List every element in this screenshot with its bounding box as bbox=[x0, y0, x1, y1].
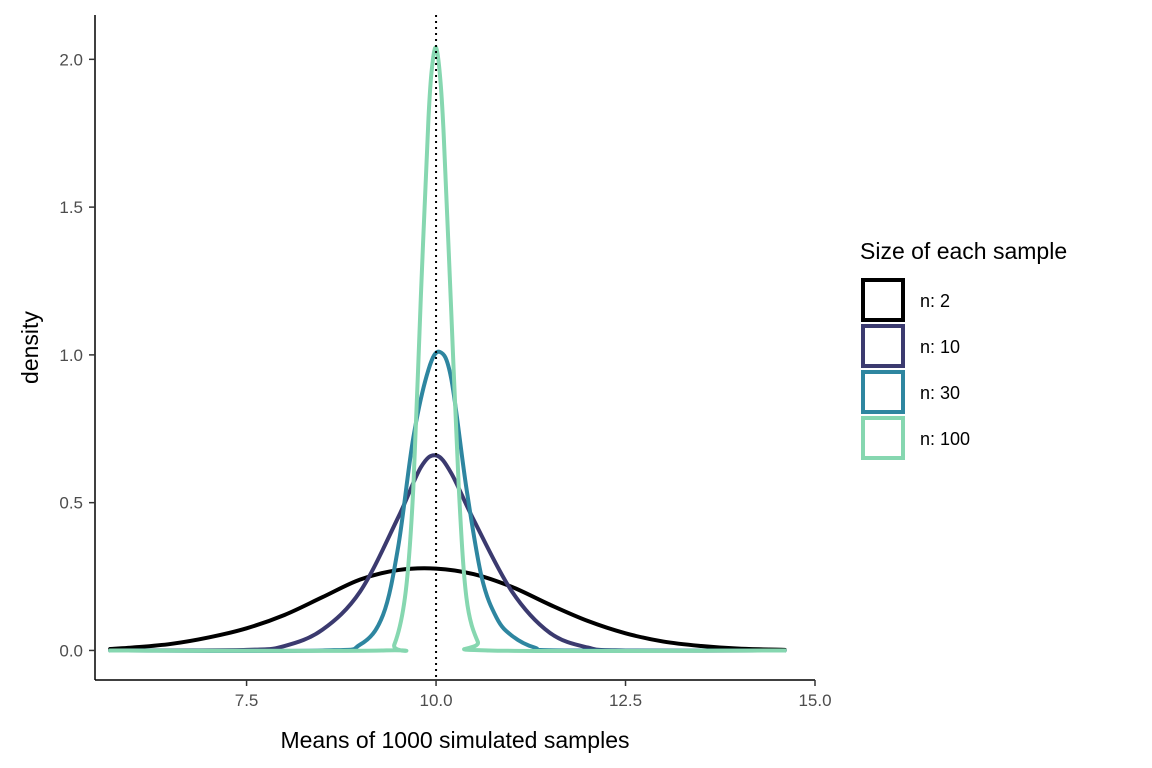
x-tick-label: 15.0 bbox=[798, 691, 831, 710]
y-tick-label: 0.5 bbox=[59, 494, 83, 513]
legend-key-4 bbox=[861, 416, 905, 460]
legend-label-4: n: 100 bbox=[920, 429, 970, 449]
legend-label-3: n: 30 bbox=[920, 383, 960, 403]
y-tick-label: 1.5 bbox=[59, 198, 83, 217]
y-tick-label: 0.0 bbox=[59, 641, 83, 660]
legend-key-3 bbox=[861, 370, 905, 414]
legend-title: Size of each sample bbox=[860, 238, 1067, 264]
legend-label-1: n: 2 bbox=[920, 291, 950, 311]
series-line-2 bbox=[108, 453, 787, 653]
plot-area bbox=[108, 15, 787, 680]
legend-key-2 bbox=[861, 324, 905, 368]
legend-label-2: n: 10 bbox=[920, 337, 960, 357]
series-line-1 bbox=[108, 566, 787, 652]
x-axis-title: Means of 1000 simulated samples bbox=[280, 727, 629, 753]
x-tick-label: 7.5 bbox=[235, 691, 259, 710]
x-tick-label: 10.0 bbox=[420, 691, 453, 710]
x-axis-ticks: 7.5 10.0 12.5 15.0 bbox=[235, 680, 832, 710]
x-tick-label: 12.5 bbox=[609, 691, 642, 710]
series-line-3 bbox=[108, 349, 787, 653]
legend: Size of each sample n: 2 n: 10 n: 30 n: 100 bbox=[860, 238, 1067, 460]
y-tick-label: 2.0 bbox=[59, 50, 83, 69]
y-axis-ticks: 0.0 0.5 1.0 1.5 2.0 bbox=[59, 50, 95, 660]
series-line-4 bbox=[108, 45, 787, 654]
y-tick-label: 1.0 bbox=[59, 346, 83, 365]
y-axis-title: density bbox=[17, 311, 43, 384]
legend-key-1 bbox=[861, 278, 905, 322]
